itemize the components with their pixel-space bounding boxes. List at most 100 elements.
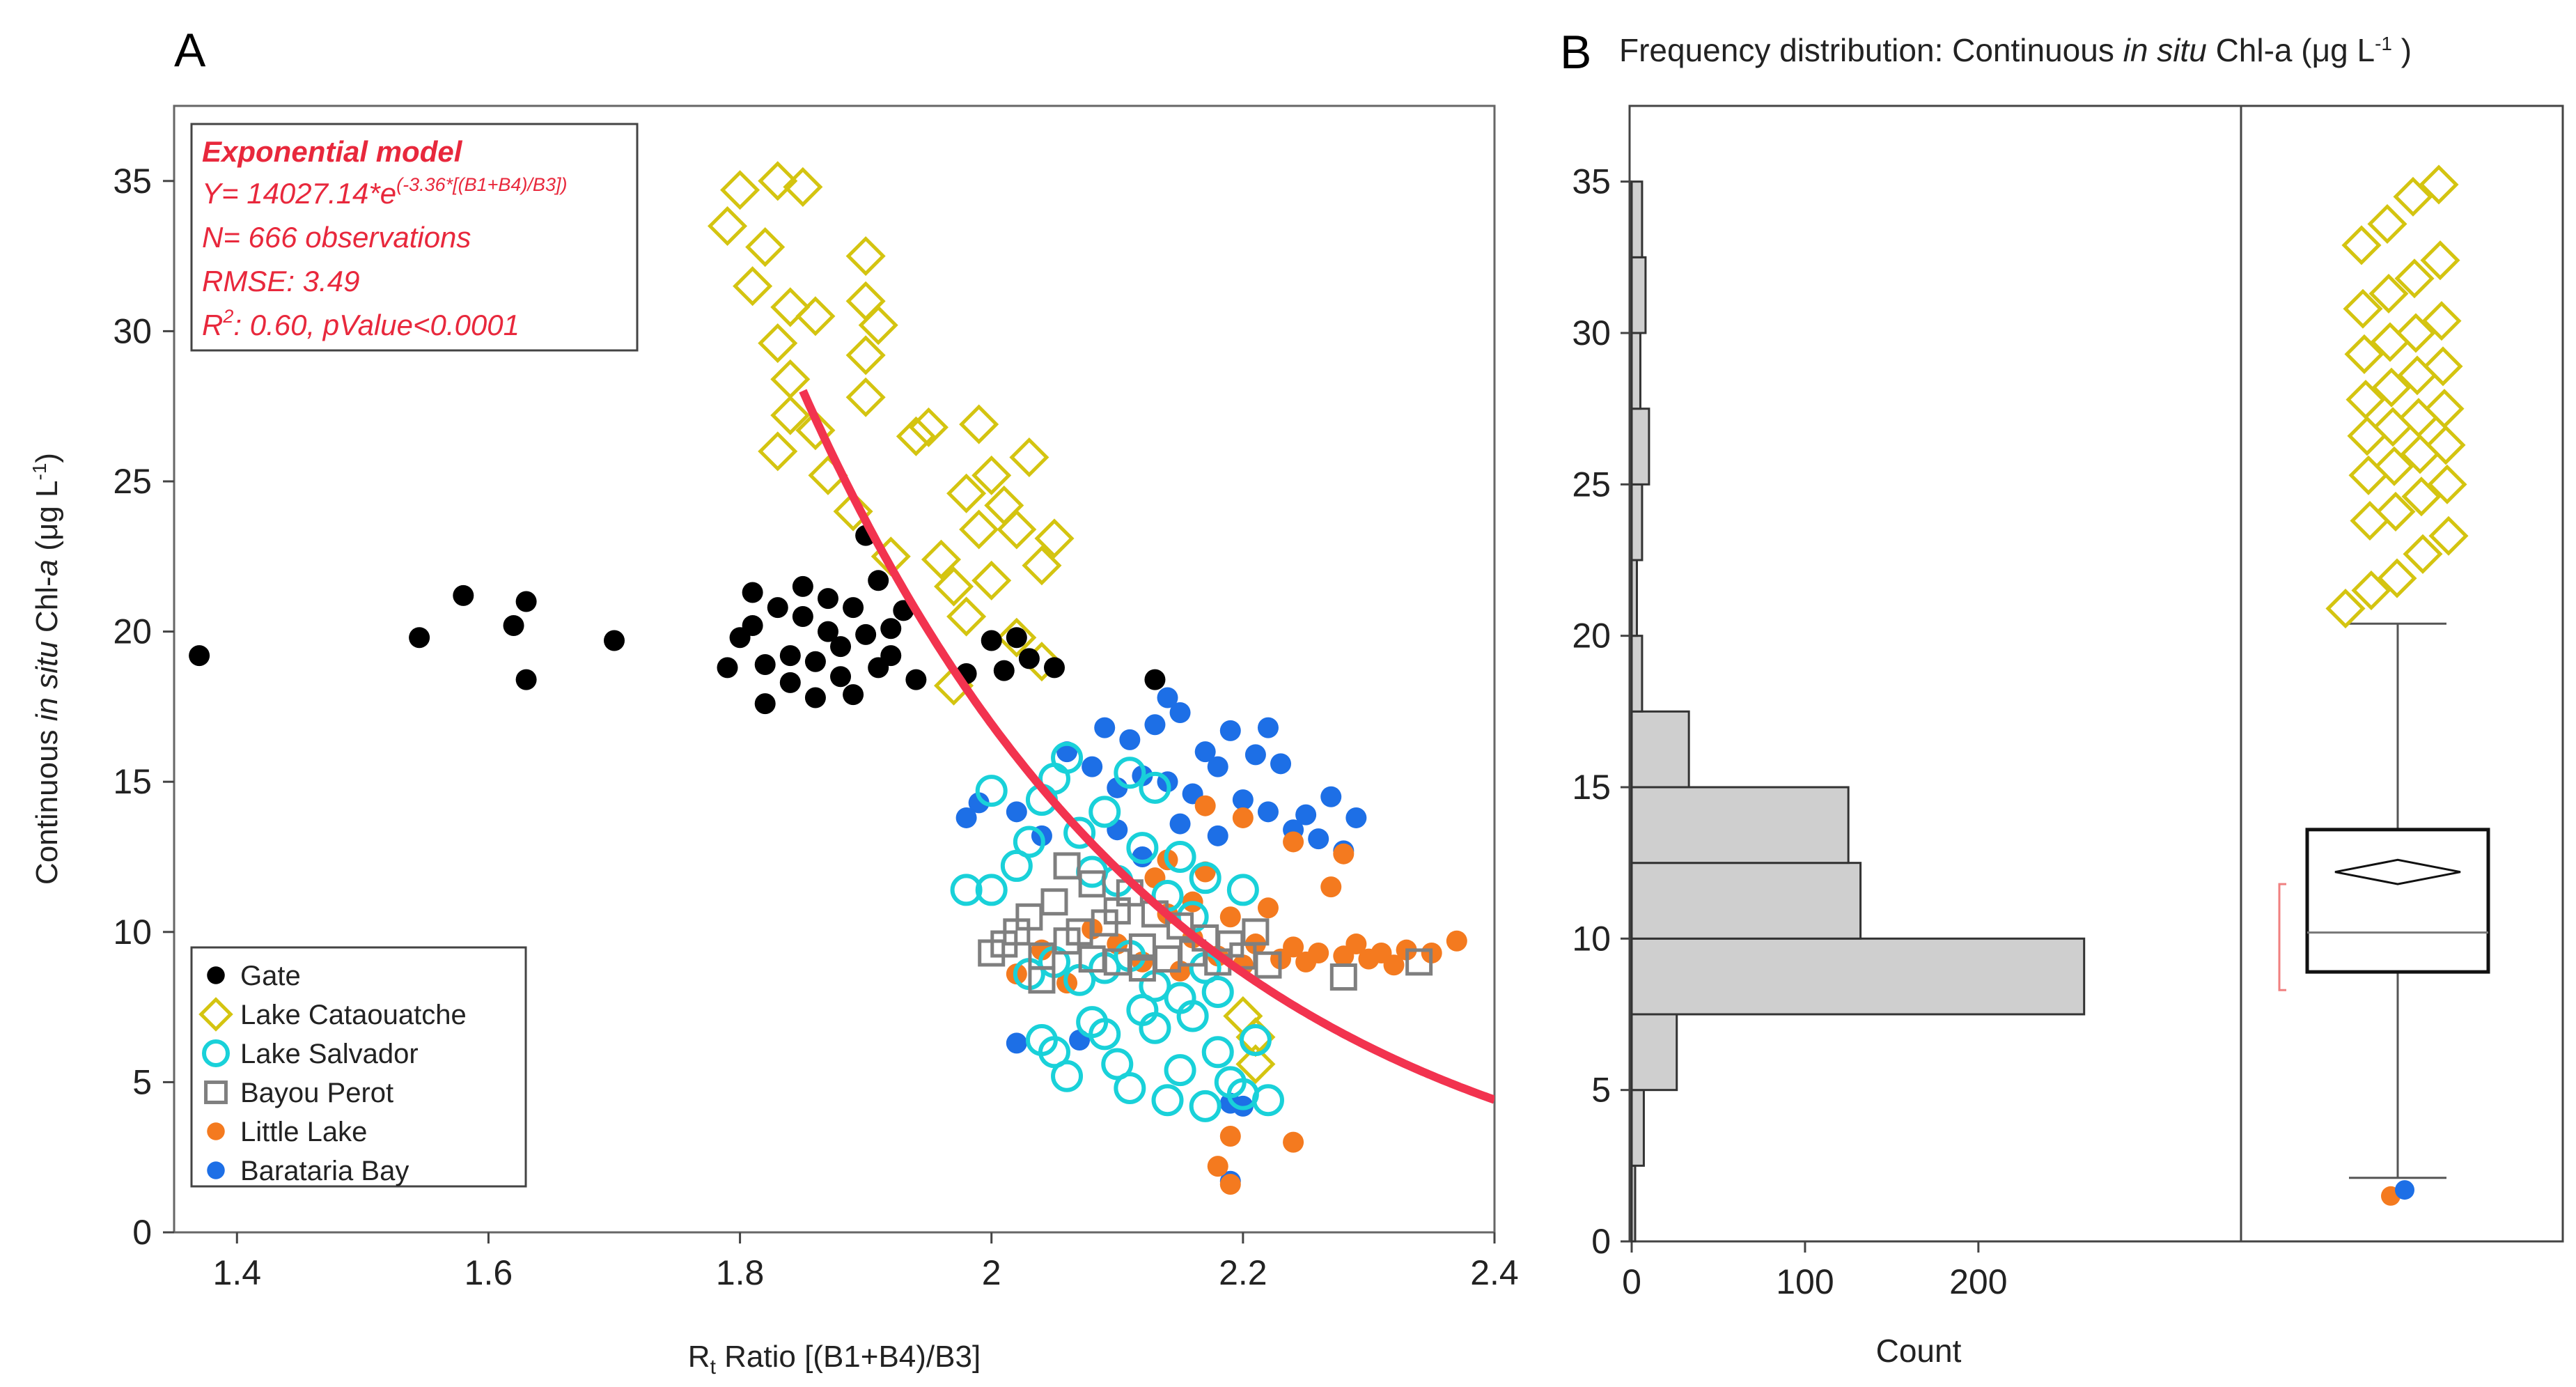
point-little-lake — [1219, 1174, 1241, 1195]
outlier-high — [2374, 446, 2414, 486]
point-gate — [409, 627, 430, 649]
point-lake-salvador — [1164, 841, 1196, 873]
outlier-high — [2394, 258, 2435, 299]
b-y-tick-label: 10 — [1572, 919, 1611, 958]
x-title-rest: Ratio [(B1+B4)/B3] — [716, 1340, 981, 1374]
point-barataria-bay — [1345, 807, 1367, 828]
point-lake-cataouatche — [1022, 545, 1062, 586]
b-title-insitu: in situ — [2123, 32, 2207, 68]
point-bayou-perot — [1053, 927, 1081, 955]
point-lake-salvador — [1088, 796, 1121, 828]
panel-b-title: Frequency distribution: Continuous in si… — [1619, 32, 2412, 68]
panel-b-y-axis: 0 5 10 15 20 25 30 35 — [1572, 162, 1632, 1261]
histogram-bar — [1630, 710, 1690, 789]
point-gate — [515, 669, 537, 690]
panel-b-frame — [1628, 104, 2564, 1243]
y-title-insitu: in situ — [30, 641, 64, 721]
point-little-lake — [1232, 807, 1254, 828]
model-box: Exponential model Y= 14027.14*e(-3.36*[(… — [190, 123, 639, 352]
point-lake-cataouatche — [908, 407, 949, 447]
point-lake-cataouatche — [946, 473, 987, 513]
point-gate — [817, 588, 838, 610]
point-gate — [779, 672, 801, 693]
histogram-bar — [1630, 937, 2086, 1016]
iqr-box — [2305, 828, 2490, 974]
model-equation: Y= 14027.14*e(-3.36*[(B1+B4)/B3]) — [202, 174, 567, 210]
point-lake-salvador — [1139, 771, 1171, 804]
point-gate — [868, 570, 889, 591]
b-x-tick-label: 100 — [1776, 1262, 1834, 1301]
y-title-middle: Chl- — [30, 576, 64, 641]
x-tick-label: 1.6 — [465, 1253, 513, 1292]
histogram-bar — [1630, 332, 1641, 410]
model-r2: R2: 0.60, pValue<0.0001 — [202, 306, 520, 341]
point-lake-salvador — [975, 874, 1008, 906]
mean-diamond — [2334, 858, 2461, 885]
point-lake-salvador — [950, 874, 983, 906]
point-lake-salvador — [1101, 1048, 1134, 1080]
point-little-lake — [1194, 795, 1216, 816]
point-bayou-perot — [1128, 954, 1156, 982]
y-tick-label: 15 — [113, 762, 152, 801]
point-lake-salvador — [1063, 816, 1096, 849]
legend: Gate Lake Cataouatche Lake Salvador Bayou P… — [190, 946, 527, 1188]
point-lake-salvador — [1000, 849, 1033, 882]
point-gate — [754, 693, 776, 715]
point-bayou-perot — [1040, 888, 1068, 916]
point-barataria-bay — [1207, 756, 1228, 777]
point-bayou-perot — [1242, 918, 1270, 946]
histogram-bar — [1630, 559, 1638, 637]
y-title-close: ) — [30, 453, 64, 463]
point-gate — [453, 584, 474, 606]
shortest-half-bracket — [2278, 883, 2286, 991]
point-barataria-bay — [1257, 717, 1279, 738]
b-x-tick-label: 200 — [1949, 1262, 2007, 1301]
legend-marker-little-lake — [207, 1122, 225, 1140]
x-title-r: R — [688, 1340, 710, 1374]
point-lake-salvador — [1164, 982, 1196, 1014]
point-barataria-bay — [968, 792, 990, 814]
legend-label-barataria-bay: Barataria Bay — [240, 1156, 409, 1186]
point-gate — [754, 654, 776, 676]
legend-frame — [190, 946, 527, 1188]
histogram-bar — [1630, 635, 1644, 713]
point-barataria-bay — [1244, 744, 1266, 766]
b-y-tick-label: 5 — [1591, 1071, 1611, 1110]
point-lake-cataouatche — [858, 305, 898, 346]
point-little-lake — [1219, 906, 1241, 928]
point-lake-salvador — [1051, 741, 1084, 774]
point-lake-salvador — [1226, 874, 1259, 906]
outlier-high — [2396, 313, 2436, 353]
point-gate — [515, 591, 537, 612]
histogram-bar — [1630, 786, 1850, 865]
point-barataria-bay — [1219, 720, 1241, 741]
y-title-sup: -1 — [29, 463, 50, 481]
y-tick-label: 20 — [113, 612, 152, 651]
point-lake-salvador — [1139, 1012, 1171, 1044]
outlier-high — [2344, 334, 2384, 374]
exponential-fit-curve — [799, 389, 1494, 1104]
b-title-close: ) — [2392, 32, 2412, 68]
point-lake-cataouatche — [971, 560, 1012, 600]
outlier-high — [2343, 288, 2383, 329]
point-barataria-bay — [1207, 825, 1228, 846]
point-gate — [817, 621, 838, 642]
histogram-bar — [1630, 1089, 1645, 1167]
legend-marker-lake-cataouatche — [198, 997, 233, 1032]
panel-a-y-axis: 0 5 10 15 20 25 30 35 — [113, 162, 174, 1252]
point-gate — [604, 630, 625, 651]
point-barataria-bay — [1157, 687, 1178, 708]
outlier-high — [2371, 367, 2412, 408]
point-bayou-perot — [1078, 870, 1106, 898]
point-lake-salvador — [1088, 1018, 1121, 1051]
point-barataria-bay — [1132, 846, 1153, 867]
point-little-lake — [1320, 876, 1342, 898]
model-r2-r: R — [202, 309, 223, 341]
point-lake-cataouatche — [971, 455, 1012, 495]
histogram-bar — [1630, 180, 1644, 258]
point-bayou-perot — [1053, 852, 1081, 880]
model-box-frame — [190, 123, 639, 352]
point-lake-cataouatche — [770, 395, 811, 435]
legend-marker-lake-salvador — [202, 1039, 230, 1067]
histogram-bar — [1630, 1013, 1678, 1092]
